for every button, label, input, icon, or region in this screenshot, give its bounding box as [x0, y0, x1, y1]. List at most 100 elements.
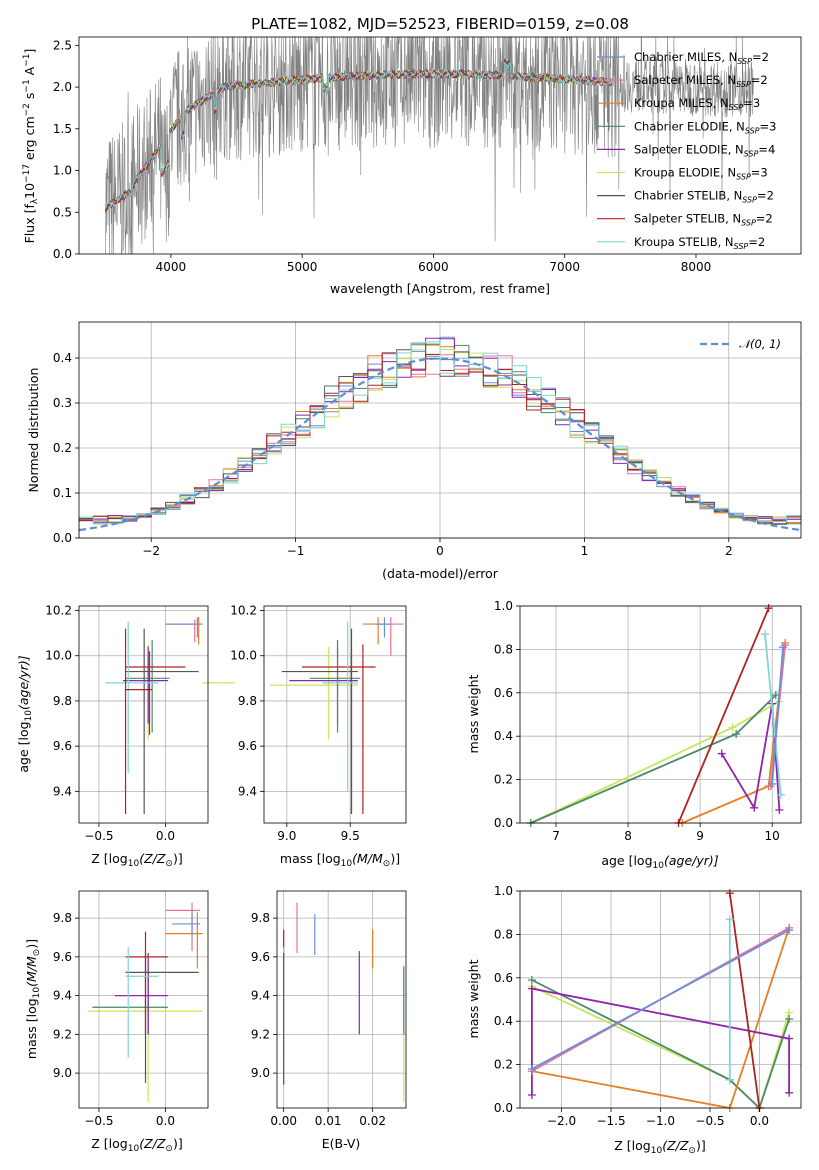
legend-entry: Kroupa STELIB, NSSP=2 [634, 235, 765, 251]
spectrum-model-lines [104, 57, 613, 213]
residual-xlabel: (data-model)/error [382, 566, 499, 581]
x-tick-label: 5000 [287, 260, 318, 274]
y-tick-label: 9.8 [238, 694, 257, 708]
weight-marker [768, 779, 777, 788]
y-tick-label: 0.3 [53, 396, 72, 410]
x-tick-label: −1.5 [596, 1114, 625, 1128]
weight-marker [725, 915, 734, 924]
residual-panel: −2 −1 0 1 2 0.0 0.1 0.2 0.3 0.4 (data-model)/erro… [26, 321, 802, 581]
spectrum-panel: 4000 5000 6000 7000 8000 0.0 0.5 1.0 1.5 2.0 2.5 w… [22, 36, 802, 296]
y-tick-label: 9.4 [238, 784, 257, 798]
x-tick-label: 8000 [681, 260, 712, 274]
y-tick-label: 1.0 [53, 164, 72, 178]
y-tick-label: 0.0 [53, 531, 72, 545]
x-tick-label: −0.5 [84, 829, 113, 843]
mass-vs-ebv-xlabel: E(B-V) [322, 1136, 361, 1151]
weight-marker [760, 630, 769, 639]
weight-vs-z-xlabel: Z [log10(Z/Z⊙)] [614, 1138, 705, 1156]
x-tick-label: 6000 [418, 260, 449, 274]
y-tick-label: 9.4 [53, 784, 72, 798]
weight-marker [732, 730, 741, 739]
weight-vs-z-panel: −2.0 −1.5 −1.0 −0.5 0.0 0.0 0.2 0.4 0.6 0.8 1.0 Z … [466, 884, 802, 1156]
weight-line [530, 700, 780, 824]
y-tick-label: 9.6 [53, 950, 72, 964]
x-tick-label: 9.0 [277, 829, 296, 843]
weight-marker [775, 805, 784, 814]
figure-title: PLATE=1082, MJD=52523, FIBERID=0159, z=0… [251, 15, 629, 33]
legend-entry: Chabrier MILES, NSSP=2 [634, 50, 769, 66]
x-tick-label: 10 [765, 829, 780, 843]
weight-line [530, 694, 777, 824]
x-tick-label: −2 [142, 544, 160, 558]
y-tick-label: 0.4 [494, 1014, 513, 1028]
y-tick-label: 10.0 [230, 649, 257, 663]
weight-marker [527, 975, 536, 984]
weight-marker [725, 889, 734, 898]
y-tick-label: 0.0 [53, 247, 72, 261]
model-spectrum-line [105, 61, 613, 209]
y-tick-label: 9.8 [251, 911, 270, 925]
weight-vs-age-panel: 7 8 9 10 0.0 0.2 0.4 0.6 0.8 1.0 age [log10(age/y… [466, 599, 802, 871]
y-tick-label: 9.8 [53, 694, 72, 708]
weight-marker [527, 984, 536, 993]
legend-entry: Salpeter ELODIE, NSSP=4 [634, 142, 775, 158]
weight-line [531, 929, 790, 1070]
weight-marker [785, 926, 794, 935]
y-tick-label: 1.0 [494, 599, 513, 613]
x-tick-label: 9 [696, 829, 704, 843]
weight-marker [728, 723, 737, 732]
y-tick-label: 0.6 [494, 971, 513, 985]
weight-vs-age-lines [526, 604, 790, 827]
weight-line [771, 647, 784, 784]
y-tick-label: 0.8 [494, 642, 513, 656]
y-tick-label: 0.5 [53, 205, 72, 219]
x-tick-label: −0.5 [695, 1114, 724, 1128]
weight-line [728, 893, 761, 1109]
age-vs-mass-xlabel: mass [log10(M/M⊙)] [280, 851, 400, 869]
legend-entry: Kroupa MILES, NSSP=3 [634, 96, 760, 112]
age-vs-mass-errorbars [270, 617, 404, 814]
y-tick-label: 1.5 [53, 122, 72, 136]
legend-entry: Salpeter STELIB, NSSP=2 [634, 212, 773, 228]
age-vs-z-panel: −0.5 0.0 9.4 9.6 9.8 10.0 10.2 Z [log10(Z/Z⊙)]… [16, 604, 235, 869]
x-tick-label: 1 [581, 544, 589, 558]
y-tick-label: 9.6 [251, 950, 270, 964]
weight-line [531, 987, 790, 1095]
weight-line [531, 979, 790, 1110]
y-tick-label: 10.2 [230, 604, 257, 618]
weight-vs-z-ylabel: mass weight [466, 959, 481, 1038]
spectrum-xlabel: wavelength [Angstrom, rest frame] [330, 281, 550, 296]
y-tick-label: 0.8 [494, 927, 513, 941]
weight-marker [764, 604, 773, 613]
y-tick-label: 0.0 [494, 1101, 513, 1115]
weight-marker [725, 1075, 734, 1084]
y-tick-label: 0.2 [53, 441, 72, 455]
x-tick-label: 0.0 [156, 829, 175, 843]
x-tick-label: 2 [725, 544, 733, 558]
x-tick-label: −1 [287, 544, 305, 558]
weight-vs-z-lines [527, 889, 794, 1112]
y-tick-label: 0.2 [494, 1058, 513, 1072]
y-tick-label: 0.0 [494, 816, 513, 830]
x-tick-label: 0.00 [270, 1114, 297, 1128]
x-tick-label: 9.5 [341, 829, 360, 843]
spectrum-legend: Chabrier MILES, NSSP=2 Salpeter MILES, NS… [597, 50, 776, 251]
x-tick-label: 7000 [549, 260, 580, 274]
y-tick-label: 10.2 [45, 604, 72, 618]
weight-line [764, 634, 782, 795]
legend-entry: Kroupa ELODIE, NSSP=3 [634, 166, 768, 182]
residual-histograms [78, 336, 801, 538]
weight-marker [717, 749, 726, 758]
y-tick-label: 0.1 [53, 486, 72, 500]
y-tick-label: 1.0 [494, 884, 513, 898]
y-tick-label: 9.4 [53, 989, 72, 1003]
weight-vs-age-ylabel: mass weight [466, 674, 481, 753]
weight-marker [785, 1034, 794, 1043]
y-tick-label: 0.4 [53, 351, 72, 365]
weight-vs-age-xlabel: age [log10(age/yr)] [601, 853, 718, 871]
age-vs-mass-panel: 9.0 9.5 9.4 9.6 9.8 10.0 10.2 mass [log10(M/M⊙… [230, 604, 407, 869]
y-tick-label: 9.4 [251, 989, 270, 1003]
mass-vs-z-ylabel: mass [log10(M/M⊙)] [24, 939, 42, 1059]
residual-ylabel: Normed distribution [26, 368, 41, 493]
